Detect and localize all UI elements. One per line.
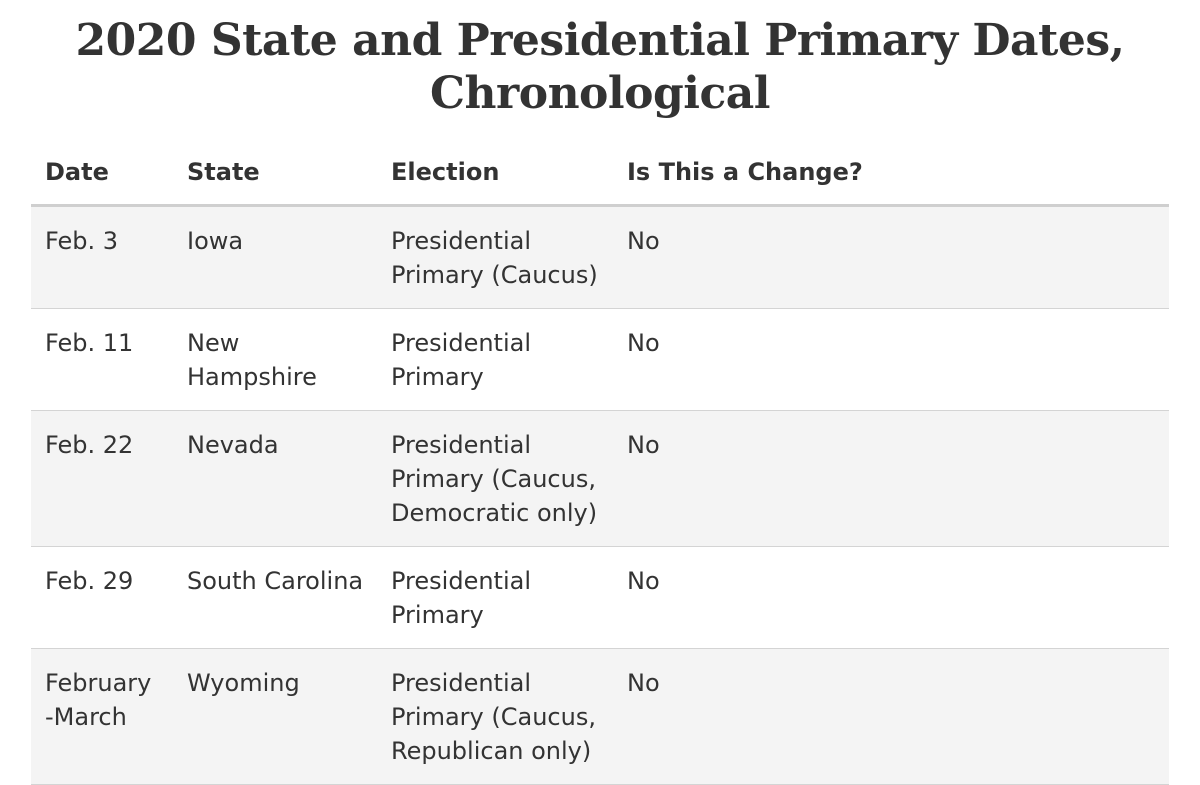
table-row: February-March Wyoming Presidential Prim… xyxy=(31,648,1169,785)
cell-election: Presidential Primary (Caucus, Republican… xyxy=(377,648,613,785)
table-row: Feb. 29 South Carolina Presidential Prim… xyxy=(31,546,1169,649)
table-row: Feb. 3 Iowa Presidential Primary (Caucus… xyxy=(31,205,1169,309)
cell-state: Iowa xyxy=(173,205,377,309)
cell-change: No xyxy=(613,648,1169,785)
column-header-date: Date xyxy=(31,140,173,207)
column-header-change: Is This a Change? xyxy=(613,140,1169,207)
table-row: Feb. 11 New Hampshire Presidential Prima… xyxy=(31,308,1169,411)
cell-date: Feb. 11 xyxy=(31,308,173,411)
cell-date: February-March xyxy=(31,648,173,785)
cell-election: Presidential Primary (Caucus, Democratic… xyxy=(377,410,613,547)
cell-change: No xyxy=(613,308,1169,411)
primary-dates-table-container: Date State Election Is This a Change? Fe… xyxy=(31,140,1169,785)
cell-election: Presidential Primary xyxy=(377,546,613,649)
primary-dates-table: Date State Election Is This a Change? Fe… xyxy=(31,140,1169,785)
cell-state: Nevada xyxy=(173,410,377,547)
cell-election: Presidential Primary xyxy=(377,308,613,411)
cell-election: Presidential Primary (Caucus) xyxy=(377,205,613,309)
column-header-election: Election xyxy=(377,140,613,207)
cell-state: New Hampshire xyxy=(173,308,377,411)
cell-date: Feb. 3 xyxy=(31,205,173,309)
cell-change: No xyxy=(613,546,1169,649)
cell-state: Wyoming xyxy=(173,648,377,785)
page-title: 2020 State and Presidential Primary Date… xyxy=(75,15,1125,119)
cell-date: Feb. 29 xyxy=(31,546,173,649)
cell-state: South Carolina xyxy=(173,546,377,649)
cell-date: Feb. 22 xyxy=(31,410,173,547)
table-header-row: Date State Election Is This a Change? xyxy=(31,140,1169,207)
column-header-state: State xyxy=(173,140,377,207)
cell-change: No xyxy=(613,205,1169,309)
cell-change: No xyxy=(613,410,1169,547)
table-header: Date State Election Is This a Change? xyxy=(31,140,1169,207)
table-body: Feb. 3 Iowa Presidential Primary (Caucus… xyxy=(31,205,1169,785)
table-row: Feb. 22 Nevada Presidential Primary (Cau… xyxy=(31,410,1169,547)
